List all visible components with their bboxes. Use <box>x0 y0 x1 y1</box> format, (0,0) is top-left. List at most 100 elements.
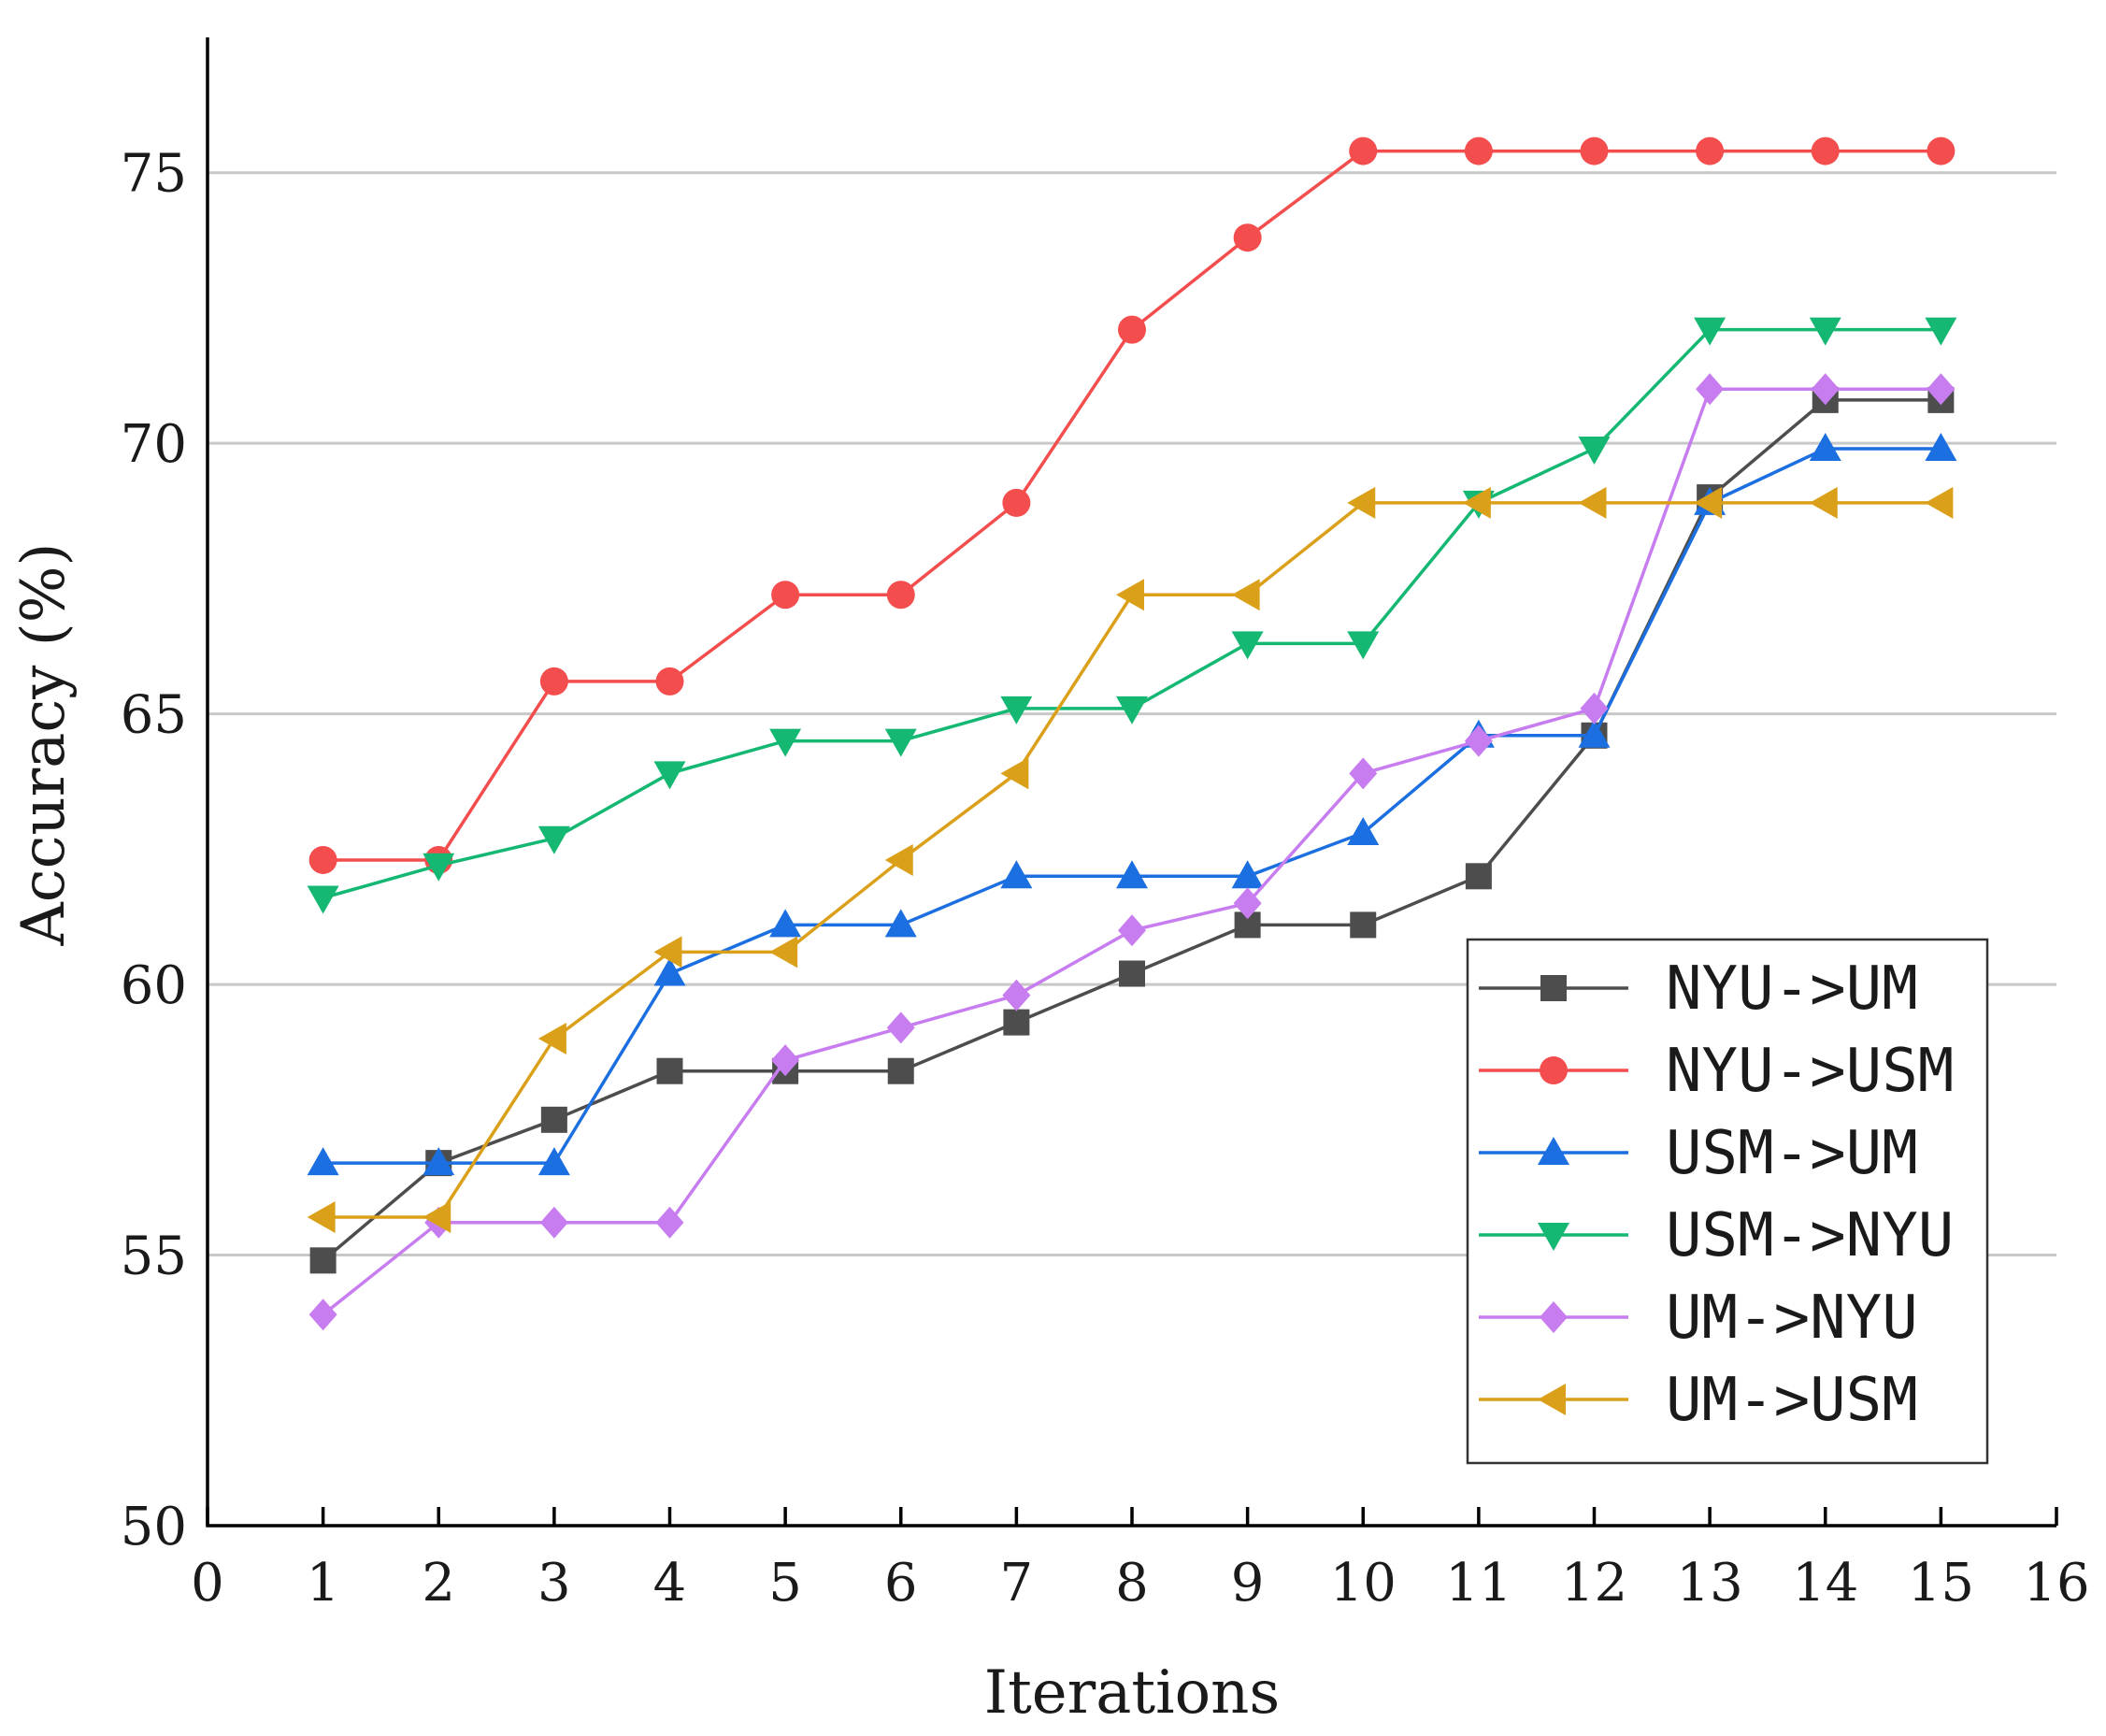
data-point <box>1925 317 1957 346</box>
x-tick-label: 13 <box>1676 1553 1742 1614</box>
x-tick-label: 2 <box>422 1553 455 1614</box>
data-point <box>1347 631 1380 660</box>
data-point <box>539 667 568 696</box>
x-tick-label: 14 <box>1792 1553 1858 1614</box>
x-tick-label: 10 <box>1330 1553 1397 1614</box>
data-point <box>1231 860 1264 889</box>
data-point <box>1000 696 1033 725</box>
data-point <box>653 761 686 790</box>
series-USM->NYU <box>307 317 1957 914</box>
data-point <box>1116 860 1148 889</box>
legend-marker <box>1538 1137 1569 1165</box>
data-point <box>1119 960 1145 987</box>
x-tick-label: 9 <box>1231 1553 1265 1614</box>
data-point <box>423 1201 451 1234</box>
y-tick-label: 55 <box>121 1227 187 1287</box>
data-point <box>769 909 802 938</box>
data-point <box>769 728 802 757</box>
data-point <box>1927 373 1956 406</box>
data-point <box>1580 136 1609 165</box>
x-tick-label: 6 <box>884 1553 918 1614</box>
data-point <box>1811 136 1840 165</box>
data-point <box>1464 136 1493 165</box>
data-point <box>886 1011 915 1044</box>
data-point <box>655 667 684 696</box>
legend-label: USM->UM <box>1666 1119 1918 1188</box>
data-point <box>1927 136 1956 165</box>
data-point <box>1233 887 1262 920</box>
x-tick-label: 0 <box>191 1553 224 1614</box>
data-point <box>771 581 800 610</box>
data-point <box>1925 432 1957 461</box>
legend-label: UM->NYU <box>1666 1284 1918 1353</box>
data-point <box>1118 914 1146 947</box>
data-point <box>771 1044 800 1077</box>
data-point <box>656 1057 683 1084</box>
legend: NYU->UM NYU->USM USM->UM USM->NYU UM->NYU UM-… <box>1466 938 1989 1465</box>
data-point <box>1578 436 1611 465</box>
data-point <box>653 936 682 968</box>
x-tick-label: 15 <box>1908 1553 1974 1614</box>
data-point <box>540 1106 567 1133</box>
data-point <box>1233 223 1262 252</box>
data-point <box>1118 315 1146 344</box>
legend-label: NYU->USM <box>1666 1037 1954 1106</box>
data-point <box>1231 579 1260 611</box>
y-axis-title: Accuracy (%) <box>9 543 79 947</box>
data-point <box>653 957 686 986</box>
series-USM->UM <box>307 432 1957 1176</box>
data-point <box>884 843 913 876</box>
x-tick-label: 3 <box>537 1553 571 1614</box>
data-point <box>1231 631 1264 660</box>
legend-label: USM->NYU <box>1666 1201 1954 1270</box>
series-layer <box>307 136 1957 1331</box>
data-point <box>309 1247 337 1274</box>
legend-item: UM->USM <box>1479 1366 1918 1435</box>
data-point <box>1694 486 1723 519</box>
data-point <box>308 1298 337 1331</box>
data-point <box>1347 486 1376 519</box>
data-point <box>1580 692 1609 725</box>
data-point <box>1811 373 1840 406</box>
data-point <box>1578 486 1607 519</box>
data-point <box>307 885 339 914</box>
legend-item: UM->NYU <box>1479 1284 1918 1353</box>
data-point <box>1925 486 1954 519</box>
series-UM->USM <box>307 486 1954 1234</box>
data-point <box>1002 979 1031 1011</box>
legend-marker <box>1540 975 1567 1001</box>
legend-marker <box>1538 1384 1566 1415</box>
data-point <box>1000 860 1033 889</box>
data-point <box>1809 317 1841 346</box>
legend-item: USM->NYU <box>1479 1201 1954 1270</box>
x-tick-label: 16 <box>2023 1553 2089 1614</box>
data-point <box>308 845 337 874</box>
x-tick-label: 11 <box>1445 1553 1511 1614</box>
data-point <box>1347 816 1380 845</box>
legend-label: UM->USM <box>1666 1366 1918 1435</box>
y-tick-label: 60 <box>121 955 187 1016</box>
data-point <box>423 1147 455 1176</box>
data-point <box>1000 757 1029 790</box>
data-point <box>1462 486 1491 519</box>
data-point <box>1809 432 1841 461</box>
x-tick-label: 7 <box>1000 1553 1034 1614</box>
x-axis-title: Iterations <box>984 1658 1280 1728</box>
data-point <box>1465 863 1492 890</box>
series-NYU->USM <box>308 136 1956 874</box>
x-tick-label: 8 <box>1115 1553 1149 1614</box>
data-point <box>1696 136 1725 165</box>
data-point <box>886 581 915 610</box>
data-point <box>884 909 917 938</box>
legend-box <box>1466 938 1989 1465</box>
y-tick-label: 65 <box>121 685 187 746</box>
y-tick-label: 50 <box>121 1497 187 1557</box>
x-tick-label: 1 <box>307 1553 340 1614</box>
legend-item: USM->UM <box>1479 1119 1918 1188</box>
data-point <box>423 853 455 882</box>
data-point <box>884 728 917 757</box>
legend-item: NYU->UM <box>1479 954 1918 1024</box>
data-point <box>537 1147 570 1176</box>
data-point <box>1349 757 1378 790</box>
